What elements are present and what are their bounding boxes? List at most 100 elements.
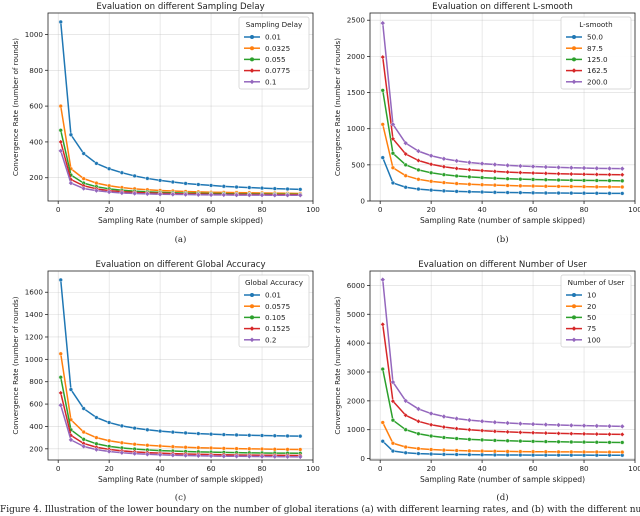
data-point [441,156,447,162]
series-line-0.105 [60,377,301,455]
data-point [259,453,265,460]
chart-title: Evaluation on different Sampling Delay [96,2,264,12]
x-axis-label: Sampling Rate (number of sample skipped) [98,216,263,225]
data-point [467,452,472,457]
plot-frame [369,270,636,461]
data-point [208,183,214,188]
data-point [480,452,485,457]
plot-frame [369,12,636,202]
legend-label: 10 [587,291,597,300]
data-point [620,450,625,455]
data-point [390,418,396,423]
data-point [594,449,599,455]
data-point [479,428,485,434]
data-point [403,185,408,190]
data-point [581,184,587,189]
data-point [518,449,523,454]
data-point [467,437,472,442]
data-point [428,410,434,417]
data-point [80,185,87,192]
data-point [543,421,549,428]
legend-marker [250,315,254,320]
data-point [119,190,125,196]
data-point [429,447,434,452]
data-point [569,184,574,189]
data-point [594,440,599,445]
data-point [107,438,112,443]
legend-label: 0.2 [265,335,276,344]
x-tick-label: 0 [378,464,383,473]
data-point [285,433,290,439]
legend: Number of User 10 20 50 75 100 [560,274,632,348]
legend-label: 50 [587,313,597,322]
data-point [284,454,291,460]
data-point [58,351,63,356]
data-point [517,170,523,176]
data-point [543,439,548,444]
data-point [416,177,421,182]
data-point [297,454,303,460]
legend-label: 125.0 [587,55,608,64]
data-point [530,177,536,182]
data-point [429,179,434,184]
data-point [58,390,64,396]
x-tick-label: 20 [427,464,437,473]
data-point [619,172,625,178]
data-point [581,171,587,177]
data-point [246,453,252,460]
data-point [208,192,214,198]
data-point [272,186,277,191]
x-tick-label: 80 [257,464,267,473]
data-point [454,181,459,186]
y-tick-label: 1000 [347,425,366,434]
data-point [556,177,561,183]
y-tick-label: 1000 [347,124,366,133]
data-point [416,451,421,456]
data-point [620,184,625,190]
data-point [403,427,408,432]
data-point [543,164,549,170]
y-tick-label: 600 [29,102,43,111]
data-point [144,191,151,197]
data-point [403,151,409,157]
data-point [208,432,214,437]
data-point [234,184,239,190]
panel-label: (a) [175,234,187,245]
data-point [543,170,549,176]
data-point [380,367,385,372]
data-point [505,429,511,435]
data-point [569,191,574,196]
legend-label: 0.1 [265,77,276,86]
data-point [530,183,536,189]
chart-title: Evaluation on different Global Accuracy [95,260,265,270]
chart-panel-1: 0 20 40 60 80 100 200 400 600 800 1000 Evaluation o… [11,2,320,245]
data-point [492,438,497,443]
data-point [106,448,112,455]
data-point [272,453,278,460]
data-point [247,185,252,190]
data-point [259,446,265,452]
data-point [492,452,497,457]
data-point [581,431,587,437]
legend-label: 87.5 [587,44,603,53]
data-point [594,431,600,437]
x-tick-label: 100 [306,205,320,214]
data-point [94,180,99,186]
data-point [492,419,498,425]
data-point [492,183,497,188]
data-point [428,422,434,428]
data-point [505,452,510,458]
data-point [58,148,64,154]
legend-title: L-smooth [579,20,612,29]
plot-frame [47,270,314,461]
data-point [80,443,87,450]
data-point [606,423,613,429]
data-point [415,158,421,163]
chart-panel-4: 0 20 40 60 80 1000100020003000400050006000Eva… [333,260,640,503]
data-point [246,192,252,198]
data-point [607,172,613,178]
data-point [569,178,574,183]
data-point [285,447,290,452]
y-tick-label: 6000 [347,281,366,290]
legend-label: 75 [587,324,596,333]
